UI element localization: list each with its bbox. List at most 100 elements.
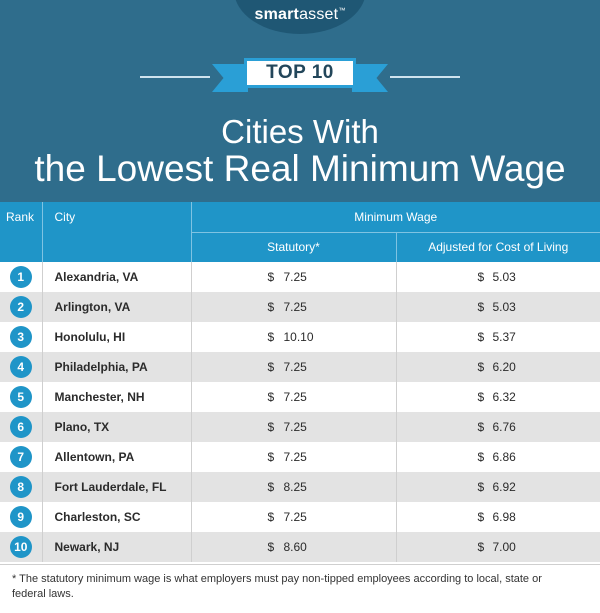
adjusted-cell: $6.20 [396,352,600,382]
statutory-cell: $7.25 [191,442,397,472]
table-row: 2 Arlington, VA $7.25 $5.03 [0,292,600,322]
adjusted-cell: $6.32 [396,382,600,412]
city-cell: Philadelphia, PA [42,352,192,382]
table-row: 7 Allentown, PA $7.25 $6.86 [0,442,600,472]
table-row: 8 Fort Lauderdale, FL $8.25 $6.92 [0,472,600,502]
rank-cell: 4 [0,352,43,382]
adjusted-cell: $5.03 [396,292,600,322]
adjusted-value: 5.03 [492,300,516,314]
city-cell: Allentown, PA [42,442,192,472]
rank-badge: 6 [9,416,32,438]
currency-symbol: $ [477,300,485,314]
top-10-ribbon: TOP 10 [244,58,356,88]
currency-symbol: $ [477,540,485,554]
table-row: 1 Alexandria, VA $7.25 $5.03 [0,262,600,292]
logo-tab: smartasset™ [234,0,366,34]
title-line-1: Cities With [221,113,379,150]
city-header: City [42,202,192,262]
rank-badge: 5 [9,386,32,408]
footnote: * The statutory minimum wage is what emp… [12,573,542,600]
currency-symbol: $ [267,390,275,404]
currency-symbol: $ [267,360,275,374]
table-row: 10 Newark, NJ $8.60 $7.00 [0,532,600,562]
currency-symbol: $ [477,360,485,374]
rank-cell: 1 [0,262,43,292]
city-cell: Plano, TX [42,412,192,442]
rank-cell: 8 [0,472,43,502]
statutory-cell: $7.25 [191,262,397,292]
statutory-cell: $10.10 [191,322,397,352]
currency-symbol: $ [477,390,485,404]
statutory-value: 7.25 [283,300,307,314]
adjusted-value: 7.00 [492,540,516,554]
rank-badge: 1 [9,266,32,288]
table-row: 3 Honolulu, HI $10.10 $5.37 [0,322,600,352]
city-cell: Charleston, SC [42,502,192,532]
adjusted-cell: $6.98 [396,502,600,532]
rank-cell: 10 [0,532,43,562]
table-row: 6 Plano, TX $7.25 $6.76 [0,412,600,442]
currency-symbol: $ [267,510,275,524]
currency-symbol: $ [477,510,485,524]
header-banner: smartasset™ TOP 10 Cities With the Lowes… [0,0,600,202]
rank-cell: 5 [0,382,43,412]
decorative-rule-right [390,76,460,78]
statutory-value: 10.10 [283,330,314,344]
rank-cell: 3 [0,322,43,352]
decorative-rule-left [140,76,210,78]
statutory-cell: $7.25 [191,292,397,322]
statutory-cell: $8.60 [191,532,397,562]
ribbon-tail-left [212,64,248,92]
city-cell: Fort Lauderdale, FL [42,472,192,502]
statutory-cell: $7.25 [191,352,397,382]
city-cell: Newark, NJ [42,532,192,562]
city-cell: Manchester, NH [42,382,192,412]
table-row: 5 Manchester, NH $7.25 $6.32 [0,382,600,412]
city-cell: Honolulu, HI [42,322,192,352]
currency-symbol: $ [477,330,485,344]
currency-symbol: $ [267,270,275,284]
footer-divider [0,564,600,565]
statutory-value: 7.25 [283,270,307,284]
statutory-cell: $7.25 [191,502,397,532]
ribbon-tail-right [352,64,388,92]
statutory-value: 7.25 [283,450,307,464]
currency-symbol: $ [477,270,485,284]
adjusted-header: Adjusted for Cost of Living [396,232,600,262]
currency-symbol: $ [267,300,275,314]
currency-symbol: $ [477,450,485,464]
rank-badge: 3 [9,326,32,348]
currency-symbol: $ [267,540,275,554]
adjusted-value: 5.03 [492,270,516,284]
currency-symbol: $ [267,480,275,494]
statutory-cell: $7.25 [191,382,397,412]
title-line-2: the Lowest Real Minimum Wage [34,148,566,189]
city-cell: Alexandria, VA [42,262,192,292]
statutory-cell: $7.25 [191,412,397,442]
statutory-value: 7.25 [283,420,307,434]
city-cell: Arlington, VA [42,292,192,322]
table-row: 4 Philadelphia, PA $7.25 $6.20 [0,352,600,382]
adjusted-value: 6.86 [492,450,516,464]
rank-badge: 10 [9,536,32,558]
currency-symbol: $ [267,450,275,464]
table-row: 9 Charleston, SC $7.25 $6.98 [0,502,600,532]
adjusted-cell: $6.86 [396,442,600,472]
smartasset-logo: smartasset™ [254,6,346,23]
statutory-header: Statutory* [191,232,397,262]
rank-badge: 9 [9,506,32,528]
rank-cell: 6 [0,412,43,442]
adjusted-cell: $5.37 [396,322,600,352]
statutory-value: 8.25 [283,480,307,494]
rank-cell: 2 [0,292,43,322]
rank-badge: 8 [9,476,32,498]
statutory-value: 8.60 [283,540,307,554]
adjusted-value: 6.98 [492,510,516,524]
adjusted-cell: $6.92 [396,472,600,502]
currency-symbol: $ [267,420,275,434]
minimum-wage-header: Minimum Wage [191,202,600,233]
ranking-table: Rank City Minimum Wage Statutory* Adjust… [0,202,600,562]
currency-symbol: $ [267,330,275,344]
adjusted-cell: $5.03 [396,262,600,292]
adjusted-cell: $7.00 [396,532,600,562]
